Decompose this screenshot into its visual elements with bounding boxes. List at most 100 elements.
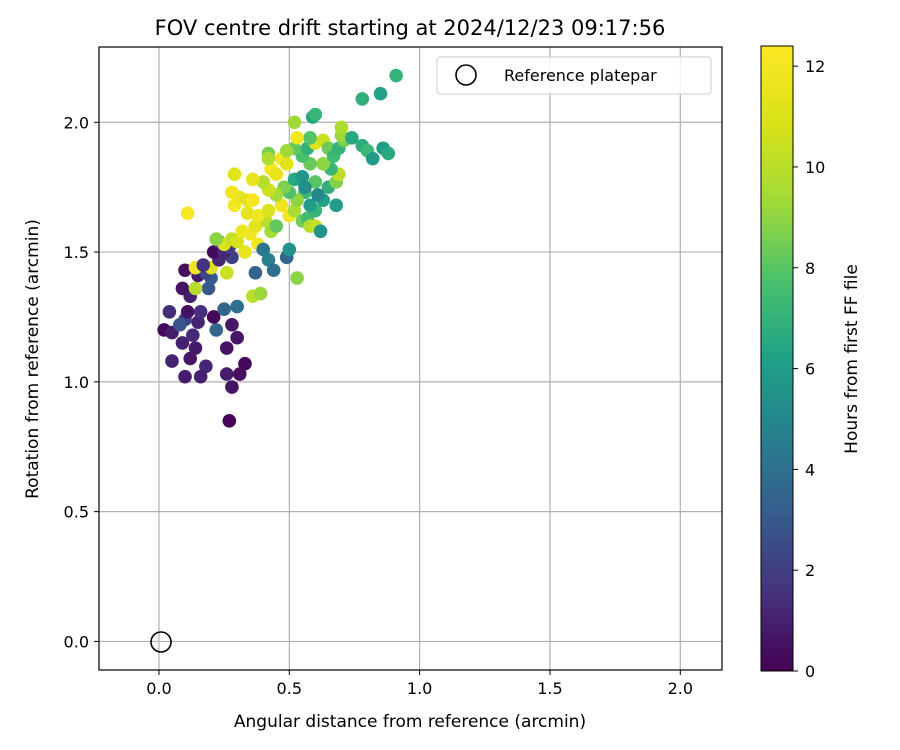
legend-label: Reference platepar — [504, 66, 657, 85]
data-point — [193, 369, 208, 384]
data-point — [219, 367, 234, 381]
data-point — [287, 115, 302, 130]
data-point — [253, 286, 268, 301]
data-point — [186, 328, 200, 342]
data-point — [279, 144, 294, 158]
data-point — [334, 120, 349, 135]
data-point — [178, 263, 192, 278]
data-point — [316, 157, 330, 171]
data-point — [308, 107, 323, 122]
data-point — [193, 304, 208, 319]
data-point — [240, 206, 255, 220]
data-point — [230, 330, 244, 345]
data-point — [222, 414, 237, 428]
x-tick-label: 1.5 — [537, 679, 562, 698]
data-point — [311, 188, 325, 202]
colorbar-tick-label: 6 — [805, 360, 815, 379]
data-point — [230, 234, 244, 249]
data-point — [217, 302, 231, 316]
data-point — [183, 351, 198, 366]
data-point — [295, 169, 310, 184]
data-point — [227, 167, 242, 181]
data-point — [191, 315, 205, 329]
data-point — [188, 281, 203, 296]
data-point — [365, 151, 380, 166]
data-point — [178, 369, 192, 384]
data-point — [225, 380, 239, 394]
data-point — [298, 180, 312, 194]
data-point — [188, 341, 203, 355]
colorbar-tick-label: 12 — [805, 57, 825, 76]
data-point — [373, 86, 388, 101]
data-point — [287, 203, 302, 218]
data-point — [303, 131, 317, 145]
data-point — [313, 224, 328, 239]
data-point — [209, 232, 224, 246]
data-point — [261, 203, 276, 218]
colorbar-label: Hours from first FF file — [842, 264, 862, 454]
y-tick-label: 1.0 — [64, 373, 89, 392]
data-point — [238, 245, 252, 259]
data-point — [345, 131, 359, 145]
x-axis-label: Angular distance from reference (arcmin) — [234, 712, 586, 732]
data-point — [180, 206, 195, 220]
data-point — [245, 193, 260, 207]
data-point — [256, 175, 271, 189]
data-point — [269, 219, 284, 233]
y-tick-label: 0.0 — [64, 632, 89, 651]
y-tick-label: 0.5 — [64, 503, 89, 522]
colorbar-gradient — [760, 45, 794, 672]
data-point — [303, 198, 317, 213]
data-point — [329, 198, 344, 213]
data-point — [232, 367, 247, 381]
colorbar-tick-label: 0 — [805, 662, 815, 681]
colorbar-tick-label: 8 — [805, 259, 815, 278]
data-point — [261, 253, 276, 267]
reference-platepar-marker — [150, 631, 172, 653]
plot-frame — [98, 46, 723, 671]
legend-reference-marker — [455, 64, 477, 86]
data-point — [173, 317, 187, 332]
data-point — [180, 304, 195, 319]
data-point — [209, 323, 224, 337]
data-point — [308, 175, 323, 189]
data-point — [389, 68, 403, 83]
colorbar-tick-label: 4 — [805, 460, 815, 479]
chart-title: FOV centre drift starting at 2024/12/23 … — [155, 16, 666, 40]
data-point — [355, 92, 370, 106]
data-point — [248, 219, 263, 233]
x-tick-label: 2.0 — [668, 679, 693, 698]
colorbar-tick-label: 2 — [805, 561, 815, 580]
colorbar: 0 2 4 6 8 10 12 Hours from first FF file — [760, 45, 862, 681]
data-point — [201, 281, 216, 296]
data-point — [248, 266, 263, 280]
data-point — [290, 271, 304, 285]
y-axis-ticks: 0.0 0.5 1.0 1.5 2.0 — [64, 113, 99, 651]
x-tick-label: 0.0 — [146, 679, 171, 698]
data-point — [251, 208, 265, 223]
legend-box — [436, 56, 712, 95]
data-point — [266, 263, 281, 278]
colorbar-tick-label: 10 — [805, 158, 825, 177]
data-point — [219, 266, 234, 280]
data-point — [238, 356, 252, 371]
data-point — [175, 336, 190, 350]
x-tick-label: 1.0 — [407, 679, 432, 698]
data-points — [157, 68, 403, 428]
data-point — [279, 157, 294, 171]
data-point — [230, 299, 244, 314]
x-axis-ticks: 0.0 0.5 1.0 1.5 2.0 — [146, 670, 693, 698]
data-point — [381, 146, 396, 161]
legend: Reference platepar — [436, 56, 712, 95]
data-point — [274, 198, 289, 213]
data-point — [269, 167, 284, 181]
data-point — [261, 151, 276, 166]
data-point — [245, 172, 260, 187]
y-axis-label: Rotation from reference (arcmin) — [23, 219, 43, 499]
data-point — [165, 354, 179, 368]
y-tick-label: 2.0 — [64, 113, 89, 132]
data-point — [206, 245, 221, 259]
data-point — [282, 242, 297, 257]
data-point — [199, 359, 213, 374]
